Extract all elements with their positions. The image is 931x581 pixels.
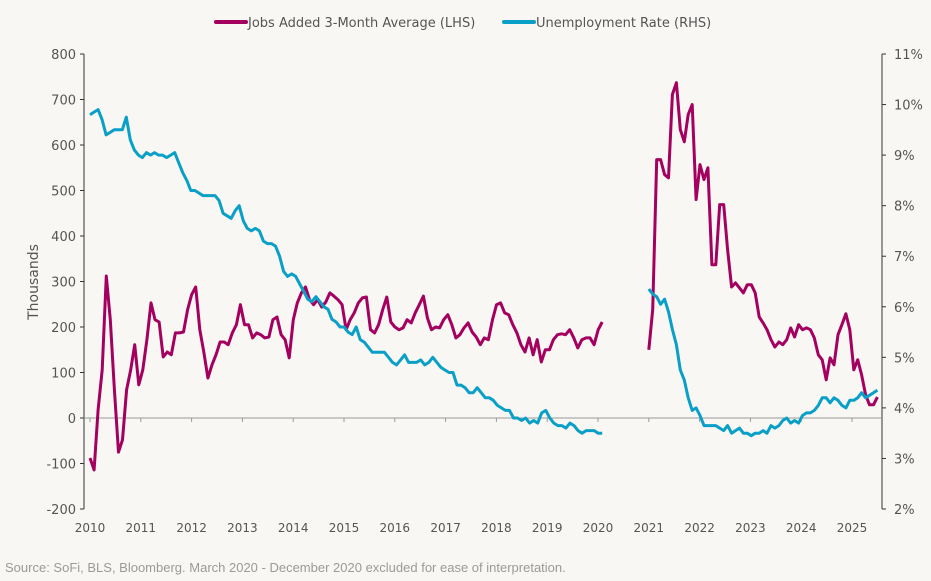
legend-label-unemployment: Unemployment Rate (RHS) <box>536 16 711 31</box>
x-tick-label: 2011 <box>126 521 157 535</box>
x-tick-label: 2017 <box>430 521 461 535</box>
y-tick-label-left: -100 <box>46 458 76 473</box>
x-tick-label: 2013 <box>227 521 258 535</box>
legend-label-jobs: Jobs Added 3-Month Average (LHS) <box>247 16 475 31</box>
x-tick-label: 2022 <box>684 521 715 535</box>
jobs-line <box>647 81 879 407</box>
y-tick-label-right: 3% <box>894 452 915 467</box>
x-tick-label: 2021 <box>634 521 665 535</box>
y-tick-label-right: 2% <box>894 503 915 518</box>
x-tick-label: 2018 <box>481 521 512 535</box>
y-tick-label-right: 11% <box>894 48 923 63</box>
axes: 800 700 600 500 400 300 200 100 0 -100 -200 11% 10% 9… <box>46 48 922 535</box>
x-tick-label: 2016 <box>380 521 411 535</box>
x-tick-label: 2010 <box>75 521 106 535</box>
y-tick-label-right: 6% <box>894 301 915 316</box>
x-tick-label: 2024 <box>786 521 817 535</box>
legend: Jobs Added 3-Month Average (LHS) Unemplo… <box>214 16 711 31</box>
x-tick-label: 2025 <box>837 521 868 535</box>
unemployment-line <box>647 288 879 438</box>
y-tick-label-right: 5% <box>894 351 915 366</box>
x-tick-label: 2020 <box>583 521 614 535</box>
y-tick-label-left: 500 <box>51 185 76 200</box>
y-tick-label-left: -200 <box>46 503 76 518</box>
series-lines <box>88 81 879 472</box>
jobs-line <box>88 274 604 472</box>
x-tick-label: 2014 <box>278 521 309 535</box>
y-tick-label-right: 10% <box>894 99 923 114</box>
y-tick-label-left: 200 <box>51 321 76 336</box>
y-tick-label-right: 8% <box>894 200 915 215</box>
x-tick-label: 2012 <box>176 521 207 535</box>
y-tick-label-left: 600 <box>51 139 76 154</box>
y-tick-label-left: 700 <box>51 94 76 109</box>
x-tick-label: 2015 <box>329 521 360 535</box>
dual-axis-line-chart: Jobs Added 3-Month Average (LHS) Unemplo… <box>26 16 923 535</box>
x-tick-label: 2019 <box>532 521 563 535</box>
y-tick-label-left: 300 <box>51 276 76 291</box>
y-tick-label-left: 400 <box>51 230 76 245</box>
y-tick-label-left: 800 <box>51 48 76 63</box>
unemployment-line <box>89 108 603 435</box>
source-note: Source: SoFi, BLS, Bloomberg. March 2020… <box>5 560 566 575</box>
y-tick-label-left: 0 <box>68 412 76 427</box>
y-tick-label-right: 7% <box>894 250 915 265</box>
y-tick-label-right: 9% <box>894 149 915 164</box>
y-tick-label-left: 100 <box>51 367 76 382</box>
x-tick-label: 2023 <box>735 521 766 535</box>
y-tick-label-right: 4% <box>894 402 915 417</box>
y-axis-left-label: Thousands <box>26 244 42 321</box>
